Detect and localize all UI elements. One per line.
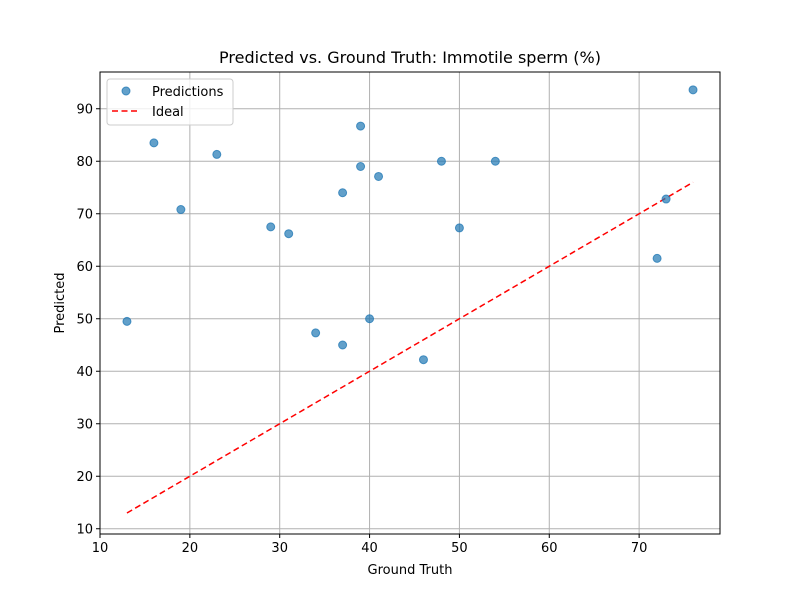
- predictions-layer: [122, 85, 698, 365]
- y-tick-label: 10: [76, 522, 93, 537]
- ideal-line: [126, 181, 694, 514]
- x-tick-label: 10: [92, 541, 109, 556]
- y-tick-label: 20: [76, 470, 93, 485]
- legend-predictions-label: Predictions: [152, 85, 224, 100]
- prediction-point: [356, 121, 366, 131]
- y-tick-label: 30: [76, 417, 93, 432]
- ideal-line-layer: [126, 181, 694, 514]
- prediction-point: [365, 314, 375, 324]
- prediction-point: [356, 162, 366, 171]
- prediction-point: [176, 205, 186, 215]
- prediction-point: [122, 316, 132, 326]
- legend-box: [106, 78, 234, 126]
- y-tick-label: 40: [76, 365, 93, 380]
- prediction-point: [212, 149, 222, 159]
- plot-frame: [99, 71, 721, 535]
- x-tick-label: 20: [182, 541, 199, 556]
- grid: [99, 72, 720, 534]
- x-tick-label: 60: [541, 541, 558, 556]
- x-tick-label: 50: [451, 541, 468, 556]
- prediction-point: [661, 194, 671, 204]
- y-tick-label: 90: [76, 102, 93, 117]
- prediction-point: [688, 85, 698, 95]
- y-tick-label: 60: [76, 260, 93, 275]
- prediction-point: [490, 156, 500, 166]
- x-tick-label: 70: [631, 541, 648, 556]
- prediction-point: [311, 328, 321, 338]
- axis-ticks: 10 20 30 40 50 60 70 10 20 30 40 50 60 70 80 90: [76, 102, 647, 556]
- legend: Predictions Ideal: [106, 78, 234, 126]
- x-axis-label: Ground Truth: [368, 563, 453, 578]
- y-axis-label: Predicted: [53, 272, 68, 333]
- y-tick-label: 70: [76, 207, 93, 222]
- prediction-point: [436, 156, 446, 166]
- prediction-point: [266, 222, 276, 232]
- x-tick-label: 40: [361, 541, 378, 556]
- prediction-point: [454, 223, 464, 233]
- chart-title: Predicted vs. Ground Truth: Immotile spe…: [219, 48, 601, 67]
- prediction-point: [149, 138, 159, 148]
- prediction-point: [374, 171, 384, 181]
- legend-predictions-marker: [121, 86, 131, 96]
- prediction-point: [338, 188, 348, 198]
- prediction-point: [338, 340, 348, 350]
- prediction-point: [284, 229, 294, 239]
- prediction-point: [418, 355, 428, 365]
- y-tick-label: 50: [76, 312, 93, 327]
- legend-ideal-label: Ideal: [152, 105, 184, 120]
- prediction-point: [652, 253, 662, 263]
- x-tick-label: 30: [271, 541, 288, 556]
- y-tick-label: 80: [76, 155, 93, 170]
